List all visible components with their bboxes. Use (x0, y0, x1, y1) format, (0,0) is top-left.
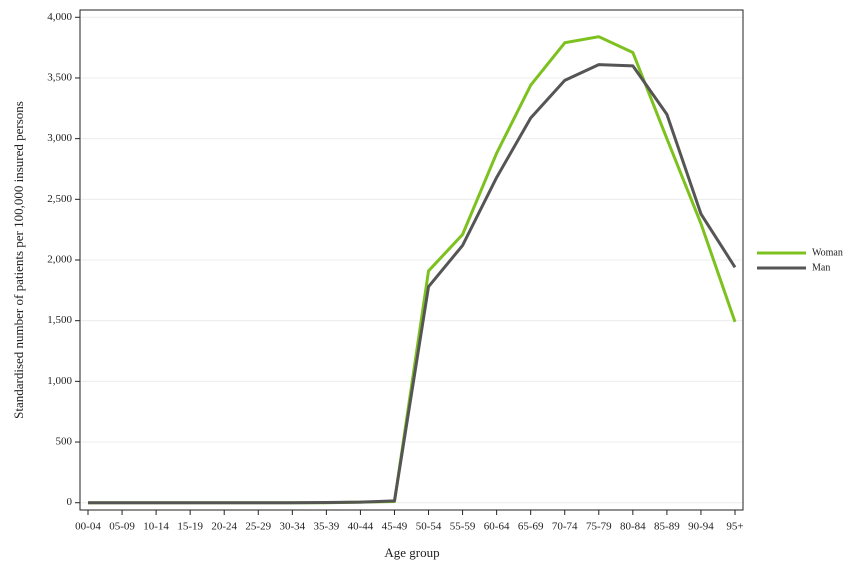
x-tick-label: 35-39 (314, 521, 340, 533)
line-series (88, 35, 737, 505)
x-tick-label: 20-24 (211, 521, 237, 533)
line-series (88, 63, 737, 505)
x-tick-label: 95+ (726, 521, 743, 533)
x-tick-label: 45-49 (382, 521, 408, 533)
legend-label: Man (812, 262, 830, 273)
x-tick-label: 15-19 (177, 521, 203, 533)
y-tick-label: 1,000 (47, 375, 72, 387)
x-axis-label: Age group (384, 545, 439, 560)
y-tick-label: 4,000 (47, 11, 72, 23)
x-tick-label: 05-09 (109, 521, 135, 533)
x-tick-label: 70-74 (552, 521, 578, 533)
y-tick-label: 500 (56, 436, 73, 448)
y-tick-label: 3,000 (47, 132, 72, 144)
x-tick-label: 80-84 (620, 521, 646, 533)
y-tick-label: 2,500 (47, 193, 72, 205)
legend-label: Woman (812, 247, 843, 258)
x-tick-label: 60-64 (484, 521, 510, 533)
y-tick-label: 3,500 (47, 71, 72, 83)
x-tick-label: 90-94 (688, 521, 714, 533)
x-tick-label: 00-04 (75, 521, 101, 533)
x-tick-label: 85-89 (654, 521, 680, 533)
y-tick-label: 0 (67, 496, 73, 508)
y-axis-label: Standardised number of patients per 100,… (11, 101, 26, 419)
x-tick-label: 55-59 (450, 521, 476, 533)
y-tick-label: 2,000 (47, 254, 72, 266)
x-tick-label: 30-34 (279, 521, 305, 533)
x-tick-label: 40-44 (348, 521, 374, 533)
x-tick-label: 10-14 (143, 521, 169, 533)
x-tick-label: 75-79 (586, 521, 612, 533)
x-tick-label: 50-54 (416, 521, 442, 533)
x-tick-label: 25-29 (245, 521, 271, 533)
x-tick-label: 65-69 (518, 521, 544, 533)
y-tick-label: 1,500 (47, 314, 72, 326)
